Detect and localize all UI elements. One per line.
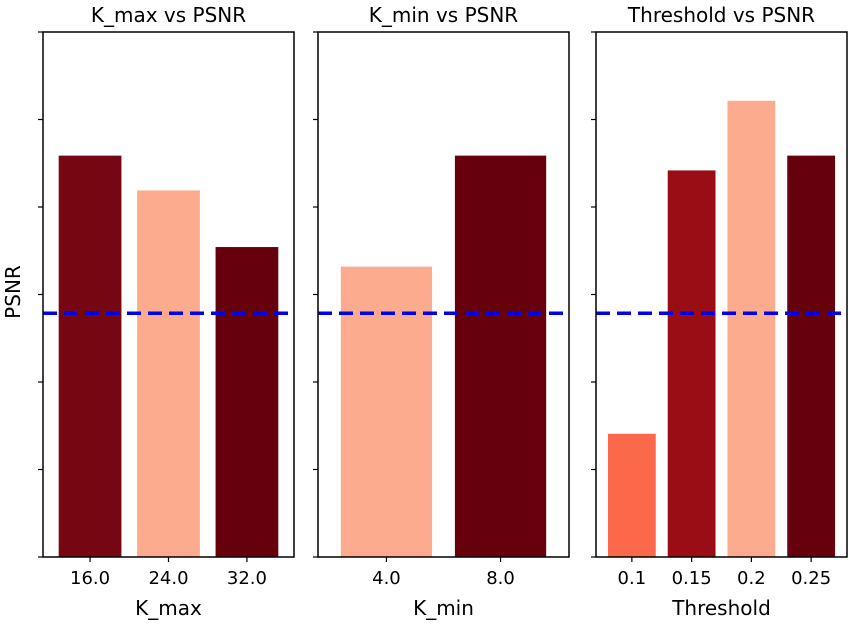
x-tick-label: 0.15: [672, 568, 712, 589]
chart-title: Threshold vs PSNR: [627, 3, 815, 27]
x-tick-label: 4.0: [372, 568, 401, 589]
subplot-1: 16.0 24.0 32.0 K_max vs PSNR K_max: [38, 3, 295, 620]
x-axis-label: K_min: [413, 596, 474, 620]
chart-title: K_min vs PSNR: [369, 3, 519, 27]
x-tick-label: 0.2: [737, 568, 766, 589]
bar-0.25: [787, 155, 836, 557]
x-tick-label: 0.25: [791, 568, 831, 589]
bar-4.0: [340, 266, 433, 557]
bar-0.15: [667, 170, 716, 557]
bar-0.2: [727, 100, 776, 557]
bar-8.0: [454, 155, 547, 557]
bar-16.0: [58, 155, 122, 557]
x-tick-label: 24.0: [148, 568, 188, 589]
bar-24.0: [137, 190, 200, 558]
x-tick-label: 32.0: [227, 568, 267, 589]
bar-0.1: [607, 433, 656, 557]
x-tick-label: 16.0: [70, 568, 110, 589]
x-axis-label: K_max: [135, 596, 202, 620]
chart-title: K_max vs PSNR: [91, 3, 246, 27]
y-axis-label: PSNR: [1, 265, 25, 319]
x-axis-label: Threshold: [671, 596, 771, 620]
x-tick-label: 0.1: [618, 568, 647, 589]
bar-32.0: [215, 247, 279, 557]
subplot-2: 4.0 8.0 K_min vs PSNR K_min: [313, 3, 570, 620]
subplot-3: 0.1 0.15 0.2 0.25 Threshold vs PSNR Threshold: [591, 3, 848, 620]
x-tick-label: 8.0: [486, 568, 515, 589]
subplot-panels: 16.0 24.0 32.0 K_max vs PSNR K_max 4.0 8.0 K_mi…: [38, 3, 848, 620]
